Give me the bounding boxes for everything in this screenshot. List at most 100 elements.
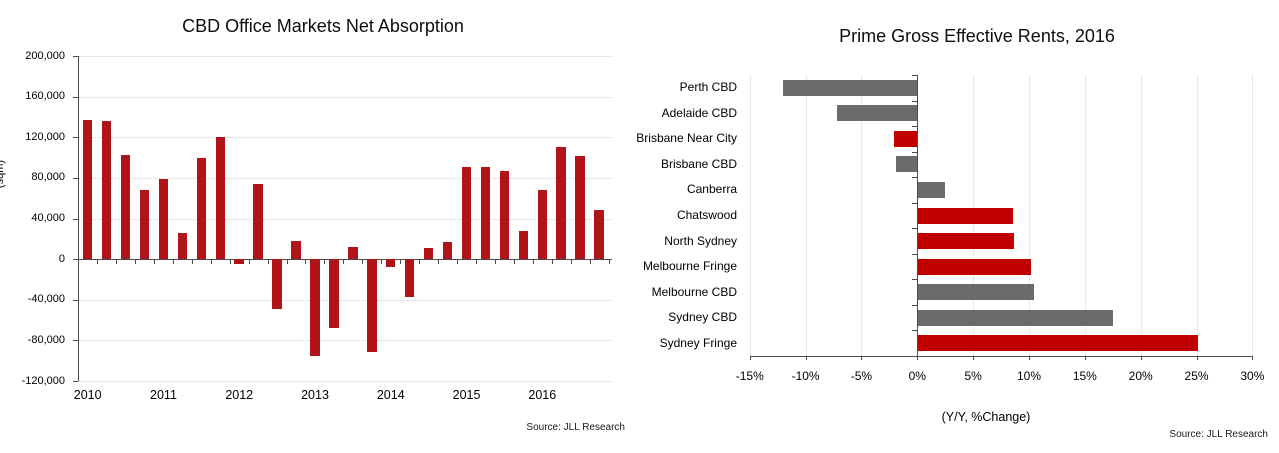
net-absorption-bar [272, 259, 282, 309]
x-axis-tick [749, 356, 751, 360]
net-absorption-bar [215, 137, 226, 260]
x-axis-tick [917, 356, 919, 360]
y-axis-tick [73, 177, 78, 179]
net-absorption-bar [158, 178, 169, 260]
net-absorption-bar [480, 166, 491, 260]
y-axis-line [78, 56, 79, 381]
x-axis-tick-label: -10% [791, 369, 820, 383]
h-gridline [78, 381, 612, 382]
rent-change-bar [918, 309, 1113, 326]
quarter-tick [191, 260, 193, 265]
v-gridline [1252, 75, 1254, 356]
x-axis-tick-label: 15% [1072, 369, 1097, 383]
category-tick [912, 151, 918, 153]
x-axis-year-label: 2015 [452, 388, 481, 402]
rent-change-bar [918, 233, 1015, 250]
net-absorption-bar [329, 259, 339, 329]
y-axis-tick [73, 137, 78, 139]
v-gridline [1029, 75, 1030, 356]
quarter-tick [494, 260, 496, 265]
category-tick [912, 228, 918, 230]
y-axis-tick-label: 200,000 [25, 49, 65, 62]
y-axis-tick-label: 80,000 [31, 171, 65, 184]
quarter-tick [532, 260, 534, 265]
x-axis-tick [861, 356, 863, 360]
right-source-credit: Source: JLL Research [1169, 429, 1268, 440]
quarter-tick [457, 260, 458, 265]
v-gridline [749, 75, 751, 356]
net-absorption-bar [556, 147, 566, 260]
rent-change-bar [836, 105, 918, 122]
v-gridline [805, 75, 807, 356]
x-axis-tick-label: 30% [1240, 369, 1265, 383]
x-axis-year-label: 2012 [225, 388, 254, 402]
h-gridline [78, 137, 612, 139]
category-tick [912, 126, 918, 128]
y-axis-tick-label: -40,000 [27, 293, 65, 306]
x-axis-year-label: 2016 [528, 388, 557, 402]
quarter-tick [229, 260, 231, 265]
h-gridline [78, 96, 612, 98]
quarter-tick [438, 260, 440, 265]
net-absorption-bar [253, 183, 263, 260]
quarter-tick [381, 260, 383, 265]
quarter-tick [267, 260, 269, 265]
v-gridline [1196, 75, 1198, 356]
quarter-tick [153, 260, 155, 265]
x-axis-tick [1252, 356, 1254, 360]
quarter-tick [608, 260, 610, 265]
quarter-tick [210, 260, 212, 265]
quarter-tick [172, 260, 174, 265]
y-axis-tick-label: 0 [58, 252, 65, 265]
quarter-tick [248, 260, 250, 265]
x-axis-tick-label: 10% [1016, 369, 1042, 383]
rents-chart-title: Prime Gross Effective Rents, 2016 [839, 26, 1115, 46]
net-absorption-bar [423, 247, 434, 260]
net-absorption-bar [518, 230, 529, 260]
x-axis-year-label: 2011 [150, 388, 177, 402]
x-axis-tick-label: -5% [850, 369, 873, 383]
quarter-tick [589, 260, 591, 265]
category-tick [912, 253, 918, 255]
quarter-tick [324, 260, 326, 265]
quarter-tick [513, 260, 515, 265]
rent-change-bar [893, 130, 918, 147]
net-absorption-chart-title: CBD Office Markets Net Absorption [182, 16, 464, 36]
y-axis-tick [73, 96, 78, 98]
category-label: Melbourne Fringe [642, 259, 737, 274]
y-axis-tick [73, 218, 78, 220]
quarter-tick [97, 260, 99, 265]
y-axis-tick-label: -80,000 [27, 333, 65, 346]
y-axis-tick [73, 56, 78, 57]
y-axis-tick-label: 40,000 [31, 212, 65, 224]
h-gridline [78, 177, 612, 179]
x-axis-tick-label: -15% [735, 369, 764, 383]
x-axis-tick-label: 0% [908, 369, 926, 383]
x-axis-tick [1196, 356, 1198, 360]
net-absorption-bar [537, 190, 547, 260]
category-label: Perth CBD [679, 80, 737, 95]
net-absorption-bar [101, 121, 112, 260]
category-tick [912, 304, 918, 306]
category-label: Chatswood [676, 208, 737, 222]
quarter-tick [551, 260, 553, 265]
net-absorption-bar [367, 259, 377, 352]
category-tick [912, 100, 918, 102]
zero-axis-line [917, 75, 919, 356]
x-axis-tick-label: 5% [964, 369, 982, 383]
quarter-tick [305, 260, 307, 265]
category-label: North Sydney [664, 233, 737, 248]
quarter-tick [570, 260, 572, 265]
category-tick [912, 75, 918, 76]
quarter-tick [419, 260, 421, 265]
category-label: Brisbane CBD [660, 156, 737, 171]
net-absorption-bar [82, 119, 93, 260]
net-absorption-bar [461, 166, 472, 260]
x-axis-tick-label: 25% [1184, 369, 1209, 383]
category-tick [912, 202, 918, 204]
y-axis-tick [73, 259, 78, 261]
quarter-tick [400, 260, 402, 265]
net-absorption-bar [196, 157, 207, 260]
rent-change-bar [783, 79, 918, 96]
net-absorption-bar [120, 154, 131, 260]
